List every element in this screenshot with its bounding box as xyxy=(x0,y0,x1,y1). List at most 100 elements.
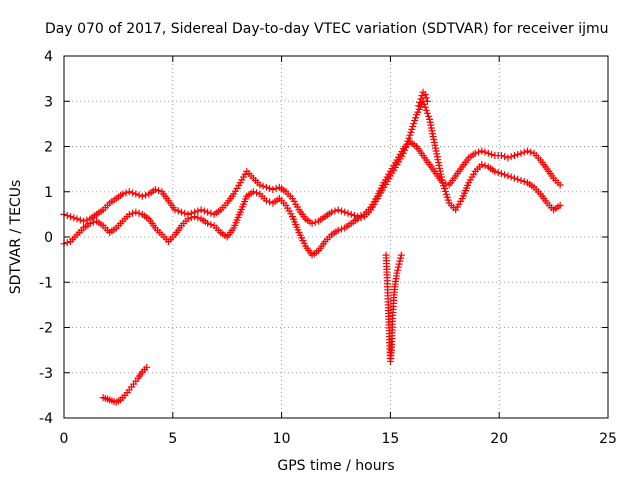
data-points xyxy=(60,88,564,406)
data-point xyxy=(504,172,512,180)
data-point-interp xyxy=(475,148,483,156)
chart-title: Day 070 of 2017, Sidereal Day-to-day VTE… xyxy=(45,21,609,37)
y-tick-label: 2 xyxy=(44,140,53,156)
data-point-interp xyxy=(501,171,509,179)
data-point-interp xyxy=(63,239,71,247)
data-point-interp xyxy=(394,263,402,271)
data-point-interp xyxy=(135,191,143,199)
data-point xyxy=(256,181,264,189)
data-point xyxy=(397,251,405,259)
data-point-interp xyxy=(422,106,430,114)
data-point xyxy=(132,190,140,198)
data-point xyxy=(478,161,486,169)
data-point xyxy=(421,90,429,98)
data-point-interp xyxy=(403,140,411,148)
data-point-interp xyxy=(481,162,489,170)
data-point xyxy=(504,154,512,162)
data-point-interp xyxy=(259,182,267,190)
y-tick-label: 3 xyxy=(44,94,53,110)
data-point xyxy=(125,188,133,196)
data-point xyxy=(119,190,127,198)
y-tick-labels: -4 -3 -2 -1 0 1 2 3 4 xyxy=(39,49,53,427)
data-point xyxy=(67,213,75,221)
x-axis-label: GPS time / hours xyxy=(277,458,394,474)
data-point-interp xyxy=(481,148,489,156)
data-point-interp xyxy=(337,225,345,233)
data-point-interp xyxy=(520,148,528,156)
data-point-interp xyxy=(266,184,274,192)
data-point-interp xyxy=(401,146,409,154)
data-point xyxy=(204,219,212,227)
data-point-interp xyxy=(357,214,365,222)
data-point xyxy=(262,183,270,191)
data-point-interp xyxy=(311,218,319,226)
data-point xyxy=(262,197,270,205)
data-point xyxy=(204,208,212,216)
y-tick-label: -4 xyxy=(39,411,53,427)
data-point xyxy=(497,152,505,160)
data-point xyxy=(497,170,505,178)
y-tick-label: -2 xyxy=(39,321,53,337)
data-point xyxy=(334,226,342,234)
data-point xyxy=(138,192,146,200)
data-point-interp xyxy=(418,92,426,100)
data-point-interp xyxy=(488,150,496,158)
data-point-interp xyxy=(129,189,137,197)
data-point xyxy=(556,201,564,209)
data-point-interp xyxy=(422,94,430,102)
data-point xyxy=(249,188,257,196)
data-point xyxy=(510,174,518,182)
data-point xyxy=(478,147,486,155)
data-point-interp xyxy=(416,98,424,106)
series-track-c xyxy=(99,363,151,406)
data-point xyxy=(417,95,425,103)
x-tick-labels: 0 5 10 15 20 25 xyxy=(60,431,617,447)
y-tick-label: -3 xyxy=(39,366,53,382)
data-point-interp xyxy=(194,207,202,215)
data-point-interp xyxy=(337,207,345,215)
data-point-interp xyxy=(405,134,413,142)
y-tick-label: 0 xyxy=(44,230,53,246)
data-point-interp xyxy=(494,169,502,177)
data-point-interp xyxy=(70,214,78,222)
data-point-interp xyxy=(404,137,412,145)
data-point-interp xyxy=(520,178,528,186)
data-point xyxy=(415,102,423,110)
data-point xyxy=(347,210,355,218)
data-point xyxy=(143,363,151,371)
data-point-interp xyxy=(122,189,130,197)
data-point xyxy=(491,167,499,175)
data-point xyxy=(132,208,140,216)
data-point xyxy=(328,208,336,216)
y-tick-label: -1 xyxy=(39,275,53,291)
data-point-interp xyxy=(394,266,402,274)
data-point-interp xyxy=(397,254,405,262)
x-tick-label: 20 xyxy=(490,431,508,447)
data-point-interp xyxy=(207,221,215,229)
data-point-interp xyxy=(142,191,150,199)
data-point-interp xyxy=(155,187,163,195)
data-point-interp xyxy=(514,150,522,158)
data-point xyxy=(393,269,401,277)
data-point-interp xyxy=(350,212,358,220)
data-point xyxy=(197,206,205,214)
x-tick-label: 15 xyxy=(381,431,399,447)
data-point xyxy=(523,147,531,155)
data-point xyxy=(510,152,518,160)
data-point-interp xyxy=(253,189,261,197)
data-point xyxy=(471,149,479,157)
data-point-interp xyxy=(83,216,91,224)
data-point-interp xyxy=(187,214,195,222)
x-tick-label: 25 xyxy=(599,431,617,447)
data-point-interp xyxy=(423,109,431,117)
data-point xyxy=(341,208,349,216)
data-point xyxy=(484,149,492,157)
data-point xyxy=(423,97,431,105)
x-tick-label: 5 xyxy=(168,431,177,447)
data-point-interp xyxy=(527,148,535,156)
data-point xyxy=(334,206,342,214)
data-point xyxy=(178,208,186,216)
data-point-interp xyxy=(129,209,137,217)
series-track-b xyxy=(60,97,564,259)
